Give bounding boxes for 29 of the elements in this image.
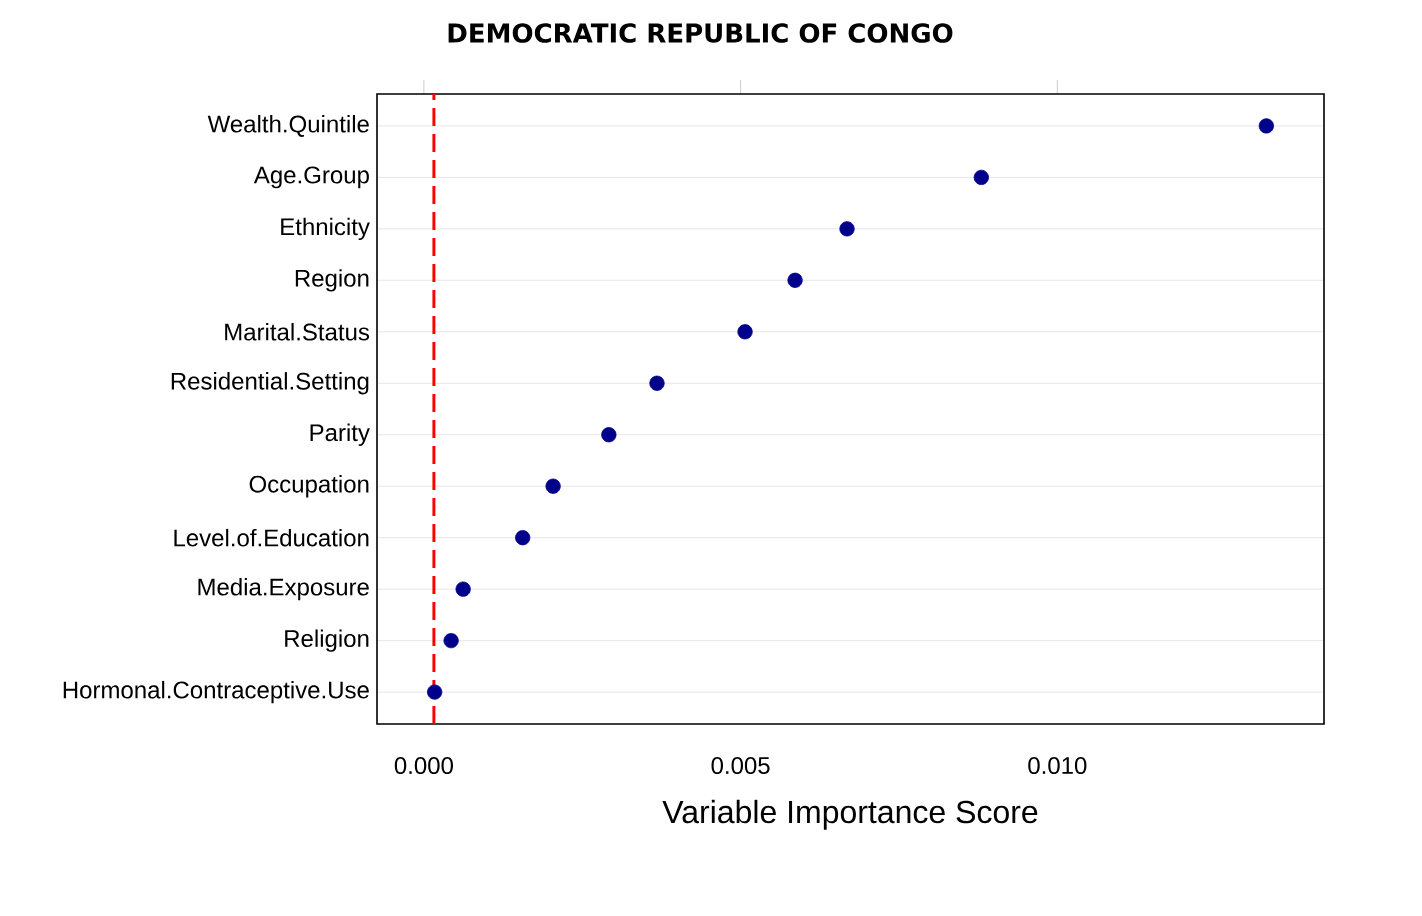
point: [455, 581, 471, 597]
point: [515, 530, 531, 546]
y-tick-label: Age.Group: [253, 166, 369, 189]
x-tick-label: 0.000: [394, 757, 453, 775]
y-tick-label: Hormonal.Contraceptive.Use: [63, 680, 369, 704]
point: [973, 169, 989, 185]
point: [839, 221, 855, 237]
point: [601, 427, 617, 443]
y-tick-label: Media.Exposure: [198, 577, 369, 601]
chart-title: DEMOCRATIC REPUBLIC OF CONGO: [448, 23, 953, 43]
y-tick-label: Occupation: [249, 475, 369, 498]
point: [443, 633, 459, 649]
point: [545, 478, 561, 494]
y-tick-label: Religion: [285, 629, 369, 652]
point: [737, 324, 753, 340]
y-tick-label: Wealth.Quintile: [207, 114, 369, 137]
x-tick-label: 0.010: [1028, 757, 1087, 775]
point: [1258, 118, 1274, 134]
y-tick-label: Parity: [310, 423, 370, 446]
y-tick-label: Level.of.Education: [174, 528, 369, 547]
point: [427, 684, 443, 700]
y-tick-label: Region: [295, 269, 369, 292]
x-axis-title: Variable Importance Score: [662, 799, 1038, 830]
y-tick-label: Residential.Setting: [171, 372, 369, 395]
point: [787, 272, 803, 288]
x-tick-label: 0.005: [711, 757, 770, 775]
y-tick-label: Ethnicity: [281, 217, 370, 241]
y-tick-label: Marital.Status: [225, 322, 370, 341]
point: [649, 375, 665, 391]
